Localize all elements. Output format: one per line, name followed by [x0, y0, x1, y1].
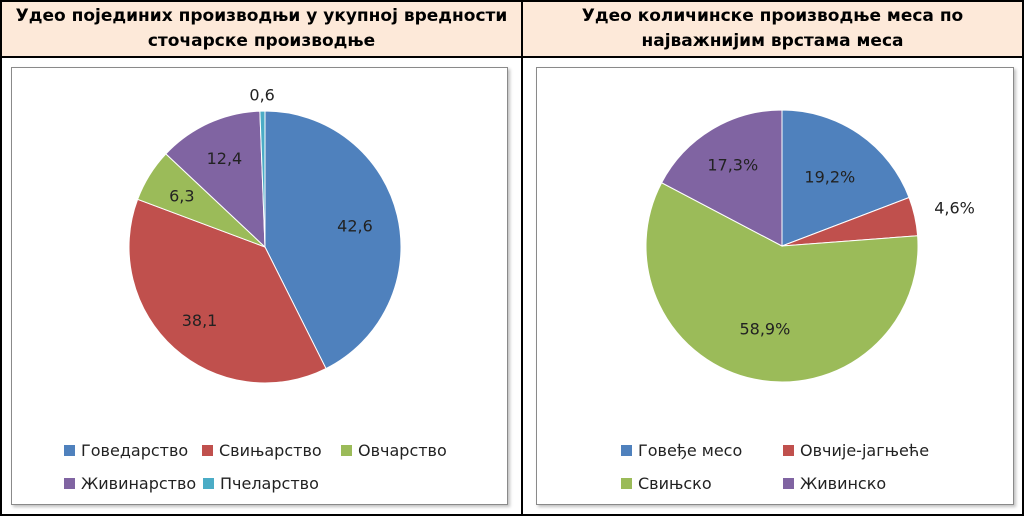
legend-swatch: [203, 478, 214, 489]
legend-label: Свињско: [638, 474, 712, 493]
legend-label: Пчеларство: [220, 474, 319, 493]
pie-slice-zivinsko: [660, 109, 783, 247]
header-divider: [0, 56, 1024, 58]
legend-item-pcelarstvo: Пчеларство: [203, 474, 319, 493]
data-label-ovcije-jagnjece: 4,6%: [934, 198, 975, 217]
legend-label: Живинско: [800, 474, 887, 493]
legend-swatch: [64, 478, 75, 489]
data-label-svinjsko: 58,9%: [739, 320, 790, 339]
pie-slice-govedje-meso: [781, 109, 910, 247]
meat-production-pie-chart: 19,2% 4,6% 58,9% 17,3%: [645, 109, 975, 383]
legend-label: Овчије-јагњеће: [800, 441, 930, 460]
pie-slice-svinjarstvo: [128, 198, 327, 384]
data-label-govedje-meso: 19,2%: [804, 168, 855, 187]
pie-slice-govedarstvo: [264, 110, 402, 370]
data-label-zivinsko: 17,3%: [707, 156, 758, 175]
legend-label: Говеђе месо: [638, 441, 743, 460]
legend-label: Овчарство: [358, 441, 447, 460]
left-chart-area: 42,6 38,1 6,3 12,4 0,6 Говедарство Свињарство…: [11, 67, 508, 505]
pie-slice-pcelarstvo: [259, 110, 266, 248]
legend-item-ovcarstvo: Овчарство: [341, 441, 447, 460]
left-chart-header: Удео појединих производњи у укупној вред…: [2, 2, 521, 56]
legend-label: Свињарство: [219, 441, 322, 460]
data-label-pcelarstvo: 0,6: [249, 86, 274, 105]
legend-swatch: [202, 445, 213, 456]
pie-slice-svinjsko: [645, 182, 919, 383]
right-chart-header: Удео количинске производње меса по најва…: [523, 2, 1022, 56]
legend-swatch: [621, 478, 632, 489]
data-label-zivinarstvo: 12,4: [207, 149, 243, 168]
left-chart-title: Удео појединих производњи у укупној вред…: [15, 6, 508, 51]
right-chart-title: Удео количинске производње меса по најва…: [581, 6, 964, 51]
legend-swatch: [621, 445, 632, 456]
pie-slice-zivinarstvo: [165, 110, 266, 249]
legend-swatch: [783, 445, 794, 456]
legend-item-zivinsko: Живинско: [783, 474, 886, 493]
livestock-value-pie-chart: 42,6 38,1 6,3 12,4 0,6: [128, 86, 402, 384]
legend-item-zivinarstvo: Живинарство: [64, 474, 196, 493]
data-label-svinjarstvo: 38,1: [182, 311, 218, 330]
legend-swatch: [783, 478, 794, 489]
vertical-divider: [521, 0, 523, 516]
legend-swatch: [341, 445, 352, 456]
legend-item-govedarstvo: Говедарство: [64, 441, 188, 460]
legend-label: Живинарство: [81, 474, 197, 493]
legend-label: Говедарство: [81, 441, 189, 460]
left-panel: 42,6 38,1 6,3 12,4 0,6 Говедарство Свињарство…: [2, 58, 521, 514]
legend-swatch: [64, 445, 75, 456]
legend-item-svinjsko: Свињско: [621, 474, 712, 493]
data-label-govedarstvo: 42,6: [337, 217, 373, 236]
right-panel: 19,2% 4,6% 58,9% 17,3% Говеђе месо Овчије-ја…: [523, 58, 1022, 514]
data-label-ovcarstvo: 6,3: [169, 186, 194, 205]
legend-item-govedje-meso: Говеђе месо: [621, 441, 742, 460]
right-chart-area: 19,2% 4,6% 58,9% 17,3% Говеђе месо Овчије-ја…: [536, 67, 1014, 505]
legend-item-svinjarstvo: Свињарство: [202, 441, 322, 460]
legend-item-ovcije-jagnjece: Овчије-јагњеће: [783, 441, 929, 460]
